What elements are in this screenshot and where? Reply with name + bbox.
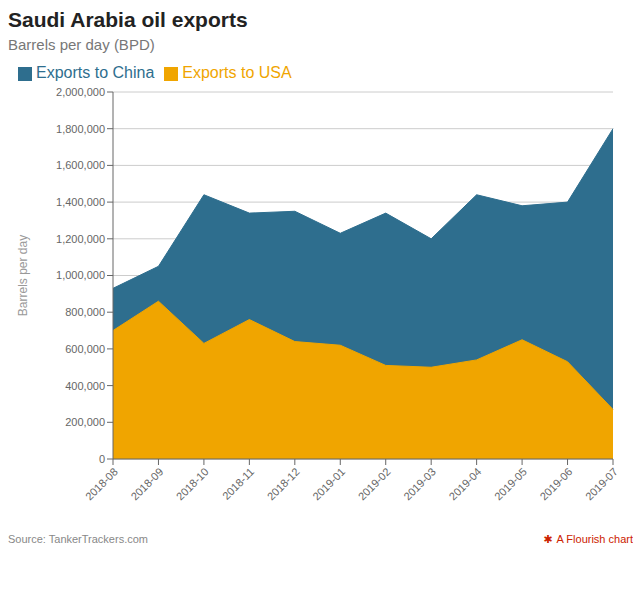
svg-text:1,000,000: 1,000,000 — [56, 269, 105, 281]
svg-text:2019-07: 2019-07 — [583, 465, 620, 502]
svg-text:2019-04: 2019-04 — [447, 465, 484, 502]
svg-text:2018-10: 2018-10 — [174, 465, 211, 502]
svg-text:1,200,000: 1,200,000 — [56, 233, 105, 245]
svg-text:2018-11: 2018-11 — [220, 465, 256, 501]
svg-text:2019-06: 2019-06 — [537, 465, 574, 502]
svg-text:200,000: 200,000 — [65, 416, 105, 428]
html-text:Saudi Arabia oil exports: Saudi Arabia oil exports — [8, 8, 248, 31]
svg-text:2019-02: 2019-02 — [356, 465, 393, 502]
html-text:Barrels per day (BPD): Barrels per day (BPD) — [8, 36, 155, 53]
svg-text:600,000: 600,000 — [65, 343, 105, 355]
svg-text:400,000: 400,000 — [65, 380, 105, 392]
svg-text:2018-08: 2018-08 — [83, 465, 120, 502]
svg-text:1,800,000: 1,800,000 — [56, 123, 105, 135]
svg-text:2018-09: 2018-09 — [128, 465, 165, 502]
html-text:Exports to China: Exports to China — [36, 64, 155, 81]
html-text:Source: TankerTrackers.com: Source: TankerTrackers.com — [8, 533, 148, 545]
svg-text:0: 0 — [99, 453, 105, 465]
svg-text:1,600,000: 1,600,000 — [56, 159, 105, 171]
html-text:✱ A Flourish chart: ✱ A Flourish chart — [543, 533, 633, 545]
svg-text:2018-12: 2018-12 — [265, 465, 302, 502]
html-text:Exports to USA: Exports to USA — [182, 64, 292, 81]
svg-text:2,000,000: 2,000,000 — [56, 86, 105, 98]
svg-text:Barrels per day: Barrels per day — [16, 235, 30, 316]
svg-text:2019-01: 2019-01 — [310, 465, 347, 502]
svg-text:2019-05: 2019-05 — [492, 465, 529, 502]
svg-text:800,000: 800,000 — [65, 306, 105, 318]
svg-text:1,400,000: 1,400,000 — [56, 196, 105, 208]
svg-text:2019-03: 2019-03 — [401, 465, 438, 502]
